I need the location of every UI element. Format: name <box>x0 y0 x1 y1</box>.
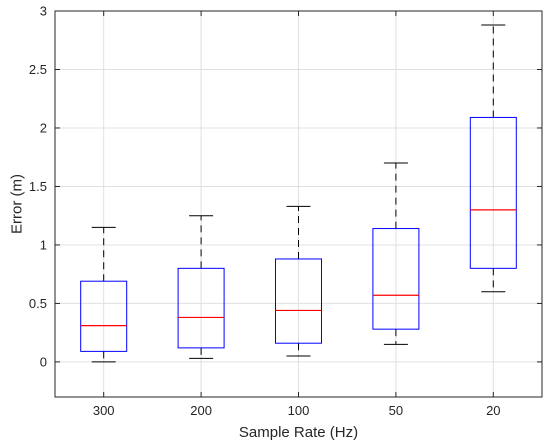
iqr-box <box>177 267 225 349</box>
box-20 <box>469 24 517 293</box>
y-tick-label: 3 <box>40 4 47 19</box>
box-200 <box>177 215 225 359</box>
axis-ticks: 0 0.5 1 1.5 2 2.5 3 300 200 100 50 20 <box>29 4 542 418</box>
y-tick-label: 1.5 <box>29 179 47 194</box>
box-50 <box>372 162 420 345</box>
x-tick-label: 20 <box>486 403 500 418</box>
x-tick-label: 50 <box>389 403 403 418</box>
x-axis-label: Sample Rate (Hz) <box>239 424 358 441</box>
iqr-box <box>80 280 128 352</box>
y-tick-label: 0.5 <box>29 296 47 311</box>
y-axis-label: Error (m) <box>8 174 25 234</box>
x-tick-label: 200 <box>190 403 212 418</box>
box-series <box>80 24 517 363</box>
box-100 <box>275 205 322 357</box>
x-tick-label: 300 <box>93 403 115 418</box>
iqr-box <box>275 258 322 344</box>
iqr-box <box>372 228 420 330</box>
y-tick-label: 0 <box>40 354 47 369</box>
y-tick-label: 1 <box>40 237 47 252</box>
grid-lines <box>55 10 542 397</box>
x-tick-label: 100 <box>288 403 310 418</box>
iqr-box <box>469 116 517 269</box>
y-tick-label: 2 <box>40 120 47 135</box>
box-300 <box>80 226 128 363</box>
y-tick-label: 2.5 <box>29 62 47 77</box>
